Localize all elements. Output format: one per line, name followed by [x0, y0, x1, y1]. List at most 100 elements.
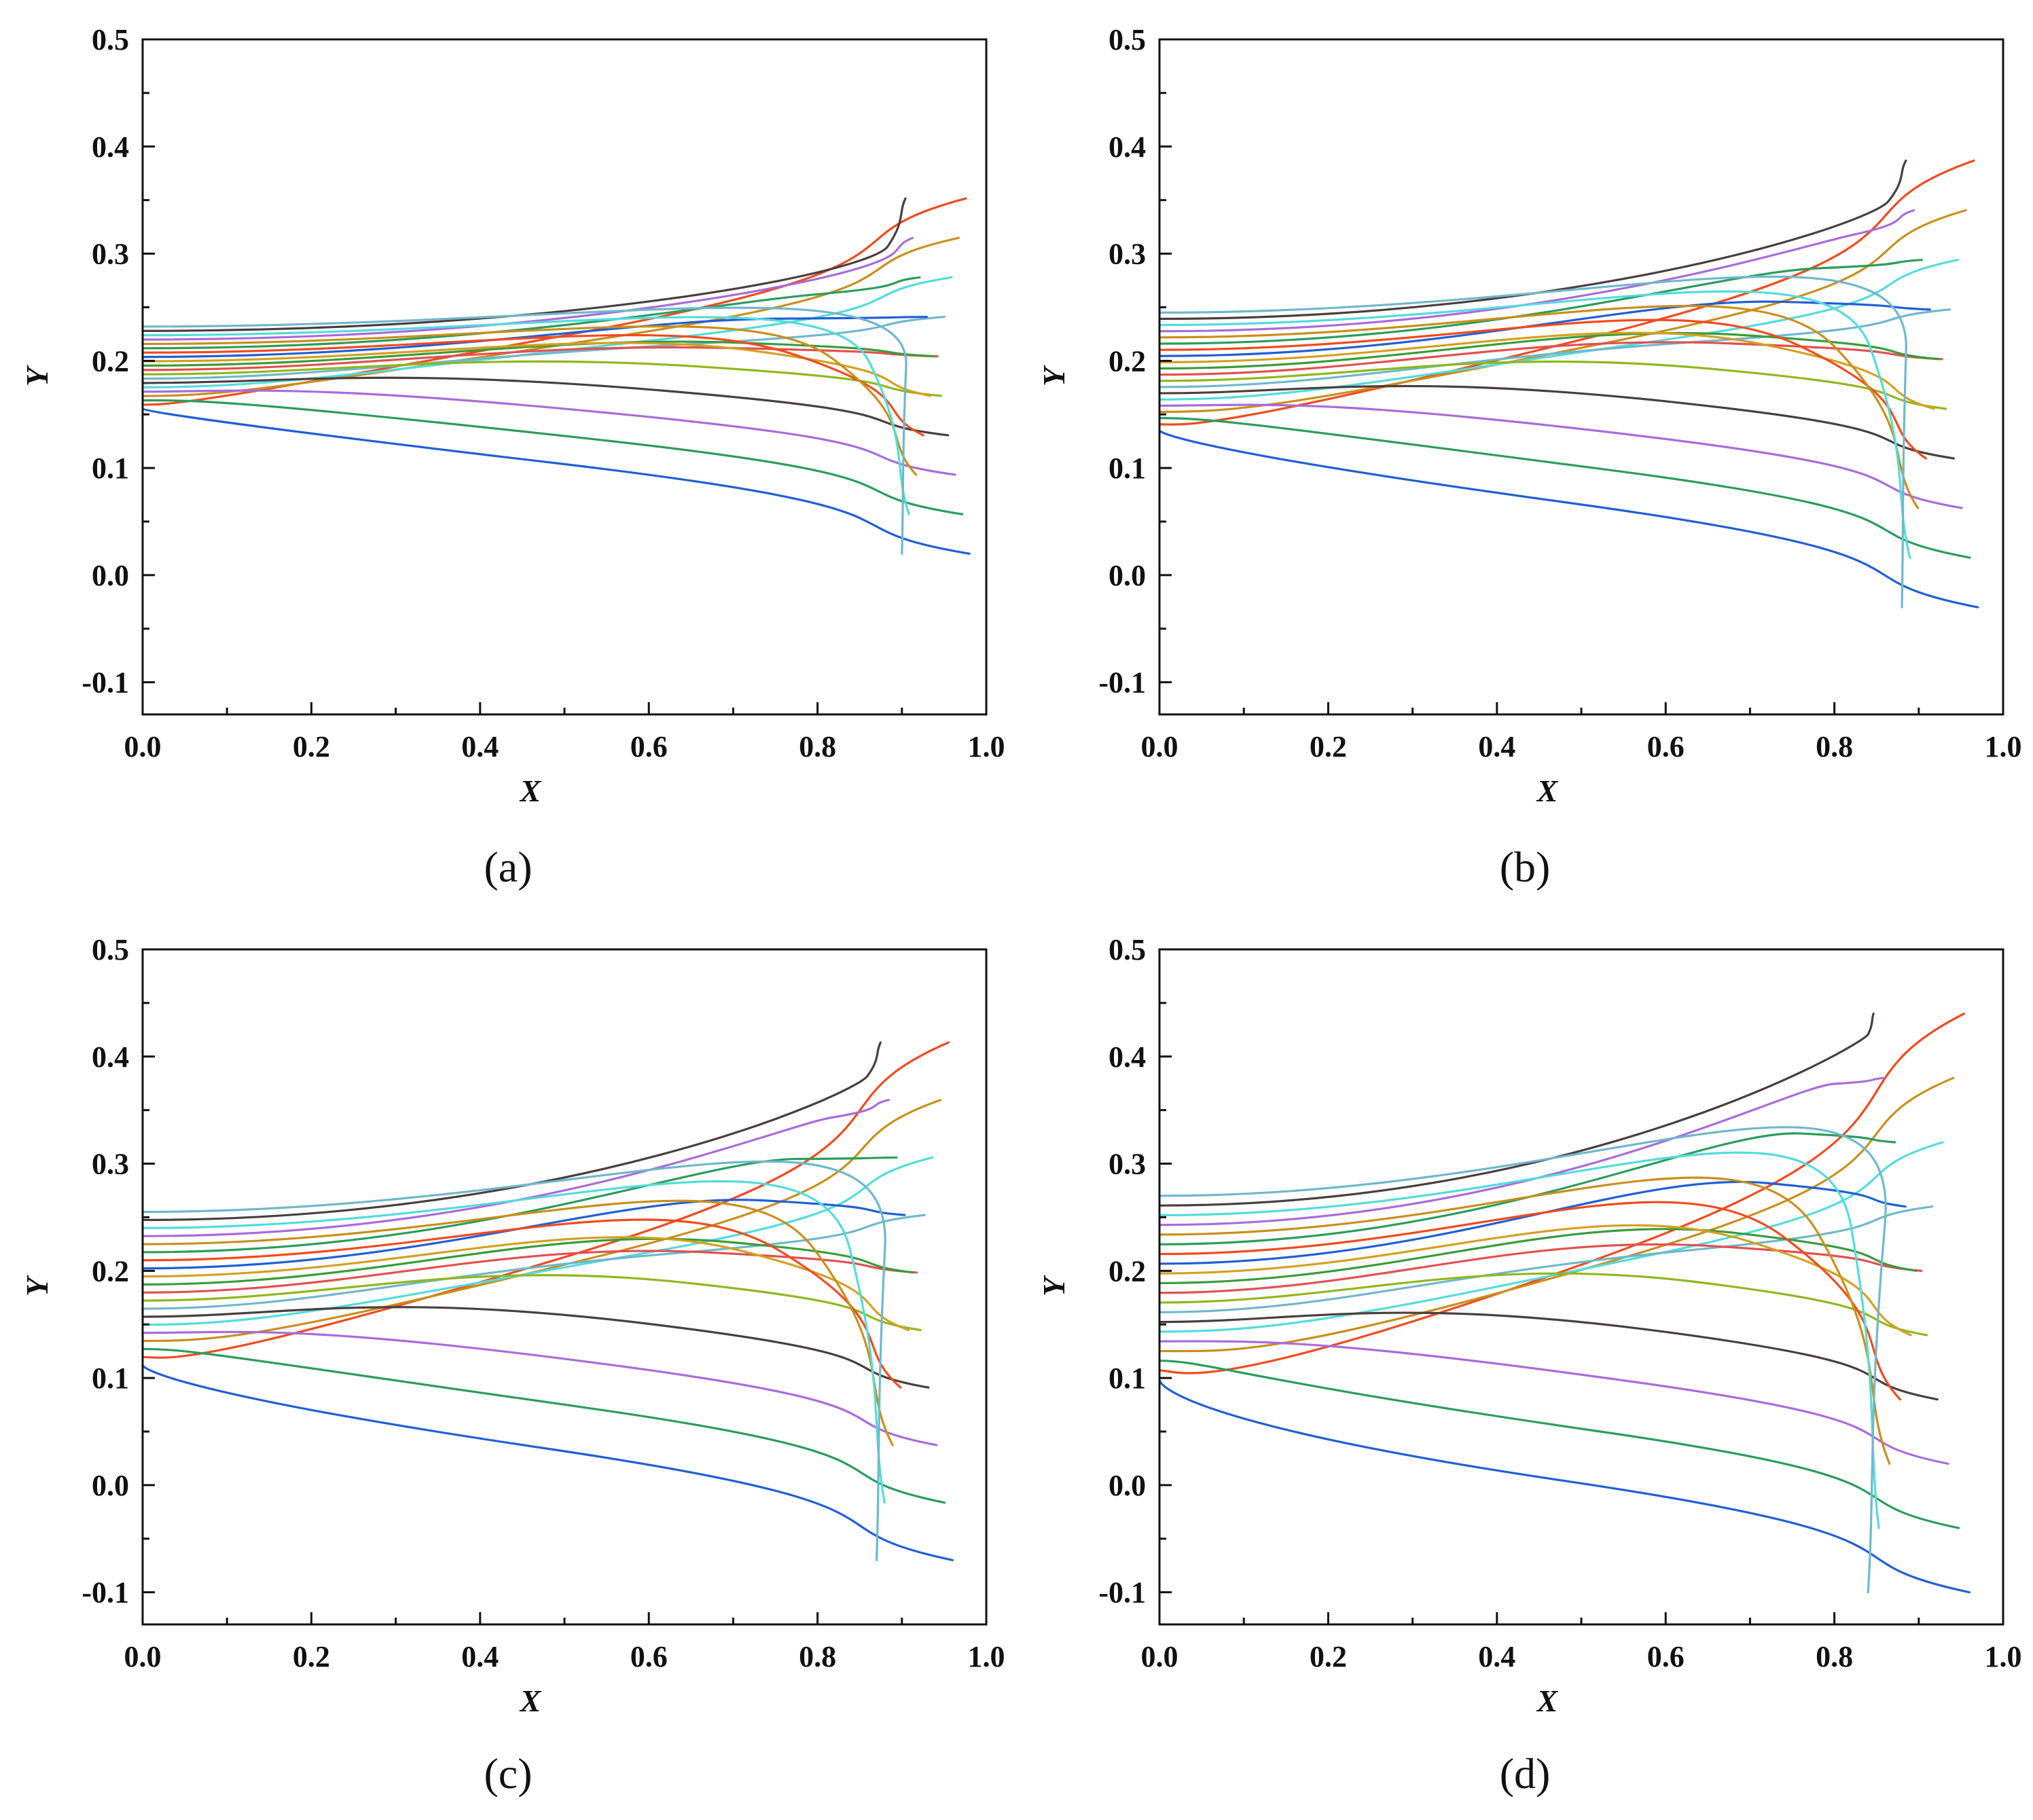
series-line-13: [143, 315, 929, 359]
x-tick-label: 0.0: [1141, 730, 1179, 763]
series-line-11: [143, 340, 935, 367]
series-line-3: [143, 1347, 946, 1504]
y-tick-label: 0.1: [92, 1362, 129, 1395]
series-line-15: [143, 276, 921, 350]
panel-label-b: (b): [1499, 843, 1551, 891]
y-tick-label: 0.4: [1109, 1040, 1146, 1074]
series-line-1: [143, 1364, 954, 1561]
series-line-4: [143, 236, 960, 397]
y-tick-label: 0.5: [1109, 933, 1146, 966]
y-axis-title: Y: [20, 1275, 54, 1296]
chart-panel-a: 0.0 0.2 0.4 0.6 0.8 1.0 -0.1 0.0 0.1 0.2 0.3 0.4 0.5…: [0, 0, 1016, 910]
x-tick-label: 0.4: [1478, 1640, 1515, 1673]
series-line-14: [1159, 1201, 1901, 1401]
series-line-18: [1159, 1151, 1880, 1529]
chart-panel-c: 0.0 0.2 0.4 0.6 0.8 1.0 -0.1 0.0 0.1 0.2 0.3 0.4 0.5…: [0, 910, 1016, 1820]
x-tick-label: 0.8: [799, 1640, 836, 1673]
x-tick-label: 0.4: [461, 730, 499, 763]
x-axis-title: X: [519, 1684, 542, 1718]
series-line-13: [1159, 300, 1931, 357]
series-line-5: [1159, 403, 1963, 509]
series-line-9: [143, 1274, 922, 1332]
series-group: [1159, 1013, 1971, 1594]
x-tick-label: 0.2: [293, 1640, 330, 1673]
x-tick-label: 0.8: [799, 730, 836, 763]
y-tick-label: 0.4: [92, 1040, 129, 1074]
series-line-20: [143, 306, 907, 555]
x-tick-label: 0.6: [1647, 1640, 1685, 1673]
y-tick-label: -0.1: [1098, 1576, 1146, 1609]
series-line-9: [1159, 360, 1947, 410]
series-line-20: [1159, 1126, 1887, 1594]
series-line-13: [1159, 1180, 1907, 1265]
y-tick-label: 0.2: [92, 344, 129, 378]
series-line-2: [1159, 159, 1975, 426]
series-line-3: [1159, 1360, 1960, 1529]
x-tick-label: 0.0: [124, 730, 162, 763]
series-line-18: [1159, 290, 1911, 559]
y-tick-label: -0.1: [82, 1576, 129, 1609]
series-line-18: [143, 1180, 886, 1504]
y-tick-label: 0.2: [1109, 1254, 1146, 1288]
series-line-10: [1159, 341, 1943, 376]
series-line-17: [143, 1099, 890, 1237]
series-line-1: [143, 407, 971, 555]
x-tick-label: 0.2: [1310, 730, 1347, 763]
y-tick-label: -0.1: [82, 666, 129, 699]
series-line-6: [1159, 259, 1959, 401]
x-tick-label: 0.8: [1816, 1640, 1853, 1673]
series-line-15: [143, 1156, 898, 1254]
x-tick-label: 0.8: [1816, 730, 1853, 763]
series-line-10: [143, 1250, 918, 1294]
panel-label-d: (d): [1499, 1749, 1551, 1798]
x-tick-label: 0.4: [1478, 730, 1515, 763]
x-tick-label: 0.0: [124, 1640, 162, 1673]
series-line-17: [1159, 209, 1915, 333]
y-tick-label: 0.5: [92, 23, 129, 56]
series-line-8: [143, 1214, 926, 1310]
series-line-5: [143, 1330, 938, 1446]
y-tick-label: 0.0: [1109, 1469, 1146, 1502]
series-line-20: [1159, 275, 1907, 608]
y-tick-label: 0.3: [92, 238, 129, 271]
series-line-10: [143, 346, 939, 371]
series-line-1: [1159, 429, 1979, 608]
series-line-10: [1159, 1243, 1923, 1294]
chart-panel-d: 0.0 0.2 0.4 0.6 0.8 1.0 -0.1 0.0 0.1 0.2 0.3 0.4 0.5…: [1017, 910, 2033, 1820]
series-line-3: [1159, 417, 1971, 559]
y-axis-title: Y: [1037, 365, 1071, 386]
series-line-12: [1159, 1224, 1912, 1336]
x-tick-label: 0.2: [293, 730, 330, 763]
series-line-3: [143, 399, 964, 515]
y-tick-label: 0.1: [92, 452, 129, 485]
x-tick-label: 0.0: [1141, 1640, 1179, 1673]
panel-label-c: (c): [484, 1749, 533, 1798]
series-line-14: [143, 333, 924, 437]
series-line-4: [1159, 1076, 1955, 1353]
x-tick-label: 1.0: [1985, 1640, 2022, 1673]
x-axis-title: X: [519, 774, 542, 808]
chart-svg-a: 0.0 0.2 0.4 0.6 0.8 1.0 -0.1 0.0 0.1 0.2 0.3 0.4 0.5…: [20, 23, 1005, 808]
y-tick-label: 0.3: [92, 1148, 129, 1181]
chart-svg-d: 0.0 0.2 0.4 0.6 0.8 1.0 -0.1 0.0 0.1 0.2 0.3 0.4 0.5…: [1037, 933, 2022, 1718]
y-tick-label: 0.2: [1109, 344, 1146, 378]
y-tick-label: 0.5: [1109, 23, 1146, 56]
series-line-7: [1159, 1311, 1939, 1401]
y-tick-label: 0.0: [92, 1469, 129, 1502]
y-tick-label: 0.0: [92, 559, 129, 592]
series-line-16: [143, 1199, 894, 1446]
y-tick-label: 0.5: [92, 933, 129, 966]
series-line-9: [143, 360, 942, 397]
y-tick-label: 0.3: [1109, 1148, 1146, 1181]
series-line-16: [143, 325, 918, 476]
series-line-18: [143, 316, 910, 515]
series-line-6: [143, 1156, 934, 1326]
y-axis-title: Y: [20, 365, 54, 386]
series-line-17: [1159, 1076, 1886, 1226]
x-tick-label: 1.0: [968, 1640, 1005, 1673]
x-tick-label: 0.6: [630, 730, 668, 763]
x-tick-label: 0.6: [1647, 730, 1685, 763]
series-line-7: [1159, 384, 1956, 460]
series-line-2: [143, 1041, 950, 1359]
y-tick-label: 0.1: [1109, 452, 1146, 485]
